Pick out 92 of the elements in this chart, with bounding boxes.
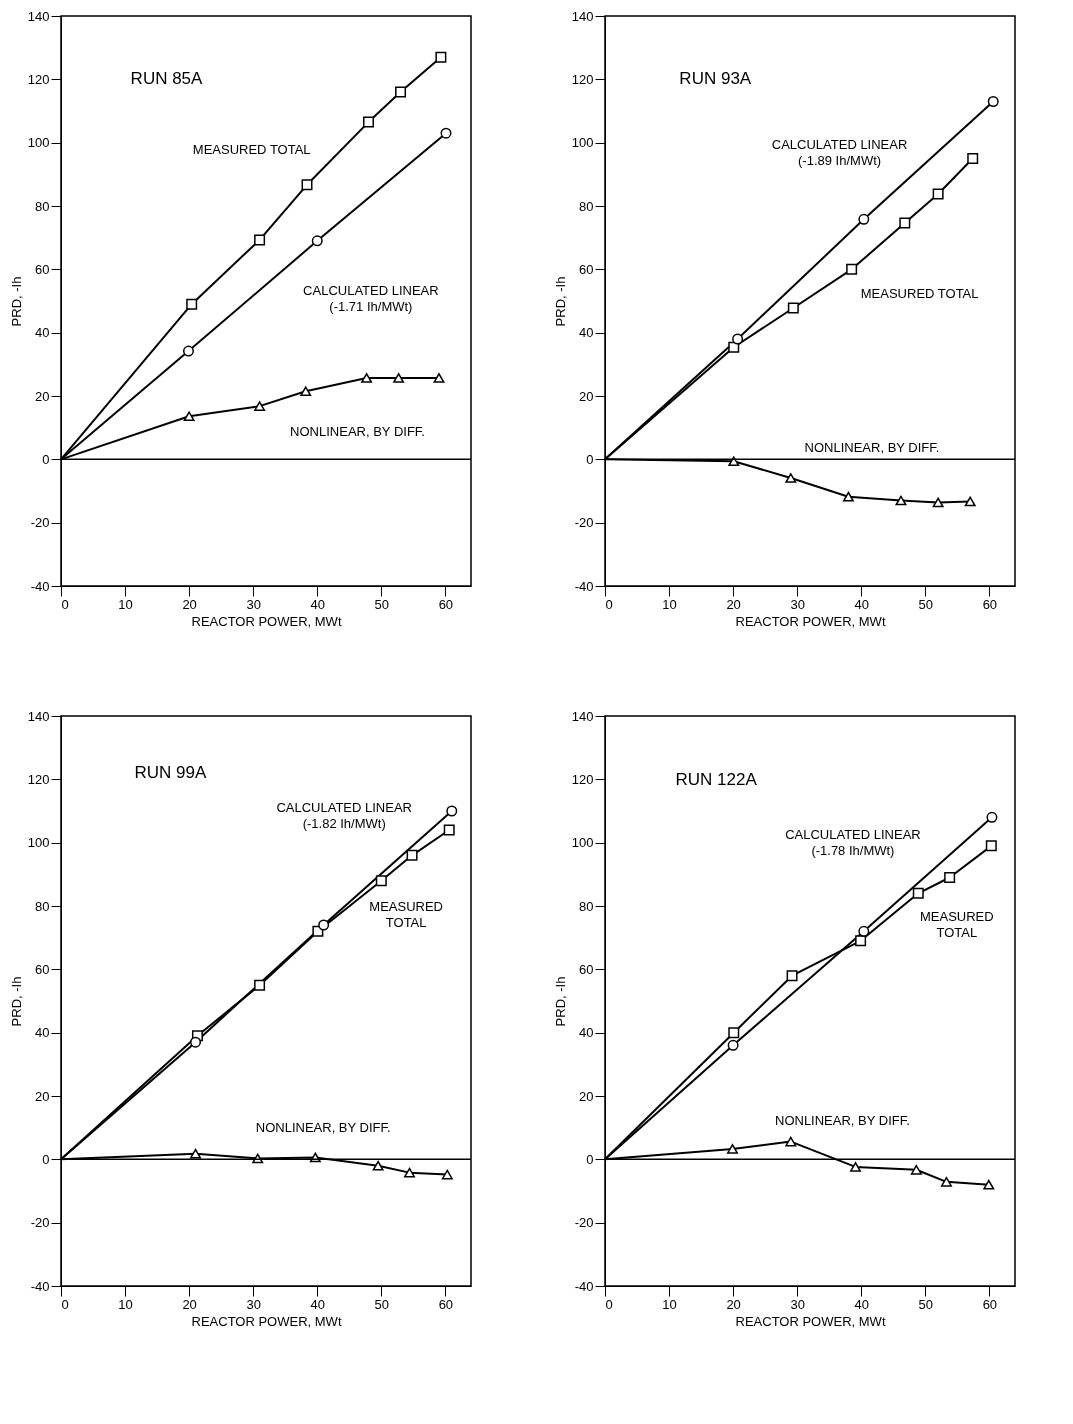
series-label: MEASURED TOTAL xyxy=(860,285,979,301)
y-tick-label: 20 xyxy=(579,1088,594,1104)
y-tick-label: 60 xyxy=(579,261,594,277)
x-tick-label: 0 xyxy=(605,1296,613,1312)
y-tick-label: 80 xyxy=(579,898,594,914)
y-tick-label: 80 xyxy=(579,198,594,214)
x-tick-label: 50 xyxy=(918,596,934,612)
x-tick-label: 20 xyxy=(726,1296,741,1312)
y-tick-label: 140 xyxy=(571,708,594,724)
y-tick-label: 100 xyxy=(27,135,50,151)
y-tick-label: 60 xyxy=(579,961,594,977)
x-tick-label: 50 xyxy=(374,596,390,612)
x-tick-label: 20 xyxy=(726,596,741,612)
y-tick-label: -40 xyxy=(30,1278,50,1294)
y-tick-label: 120 xyxy=(571,771,594,787)
x-tick-label: 0 xyxy=(61,596,69,612)
y-tick-label: 20 xyxy=(579,388,594,404)
series-label: CALCULATED LINEAR (-1.78 Ih/MWt) xyxy=(785,826,921,858)
y-tick-label: -20 xyxy=(574,515,594,531)
y-tick-label: 40 xyxy=(35,325,50,341)
x-tick-label: 30 xyxy=(790,1296,805,1312)
y-tick-label: -40 xyxy=(30,578,50,594)
series-label: CALCULATED LINEAR (-1.89 Ih/MWt) xyxy=(771,137,908,169)
x-axis-title: REACTOR POWER, MWt xyxy=(191,1313,342,1329)
x-tick-label: 30 xyxy=(246,1296,261,1312)
y-tick-label: 0 xyxy=(42,451,50,467)
y-axis-title: PRD, -Ih xyxy=(8,976,24,1027)
y-tick-label: -40 xyxy=(574,1278,594,1294)
x-tick-label: 0 xyxy=(605,596,613,612)
x-tick-label: 40 xyxy=(854,1296,869,1312)
x-tick-label: 60 xyxy=(982,596,998,612)
x-tick-label: 30 xyxy=(246,596,261,612)
x-tick-label: 10 xyxy=(662,1296,677,1312)
series-label: MEASURED TOTAL xyxy=(192,141,311,157)
y-axis-title: PRD, -Ih xyxy=(552,276,568,327)
y-tick-label: 40 xyxy=(35,1025,50,1041)
x-tick-label: 10 xyxy=(662,596,677,612)
y-tick-label: 40 xyxy=(579,325,594,341)
text: RUN 122A xyxy=(675,770,758,790)
x-tick-label: 60 xyxy=(982,1296,998,1312)
y-axis-title: PRD, -Ih xyxy=(8,276,24,327)
y-tick-label: 60 xyxy=(35,261,50,277)
y-tick-label: 80 xyxy=(35,198,50,214)
y-tick-label: 120 xyxy=(571,71,594,87)
x-tick-label: 30 xyxy=(790,596,805,612)
y-tick-label: -20 xyxy=(574,1215,594,1231)
x-tick-label: 50 xyxy=(918,1296,934,1312)
y-tick-label: 80 xyxy=(35,898,50,914)
x-tick-label: 0 xyxy=(61,1296,69,1312)
y-tick-label: 0 xyxy=(42,1151,50,1167)
x-tick-label: 10 xyxy=(118,1296,133,1312)
y-tick-label: 0 xyxy=(586,451,594,467)
x-axis-title: REACTOR POWER, MWt xyxy=(191,613,342,629)
y-tick-label: 140 xyxy=(571,8,594,24)
series-label: CALCULATED LINEAR (-1.82 Ih/MWt) xyxy=(276,800,412,832)
y-tick-label: 100 xyxy=(571,835,594,851)
series-label: NONLINEAR, BY DIFF. xyxy=(804,439,940,455)
y-tick-label: 100 xyxy=(571,135,594,151)
x-tick-label: 40 xyxy=(310,1296,325,1312)
text: NONLINEAR, BY DIFF. xyxy=(290,424,425,440)
x-axis-title: REACTOR POWER, MWt xyxy=(735,1313,886,1329)
x-tick-label: 10 xyxy=(118,596,133,612)
x-tick-label: 40 xyxy=(310,596,325,612)
y-tick-label: 20 xyxy=(35,1088,50,1104)
series-label: MEASURED TOTAL xyxy=(369,899,444,931)
text: RUN 99A xyxy=(134,763,207,783)
x-tick-label: 20 xyxy=(182,596,197,612)
y-tick-label: -40 xyxy=(574,578,594,594)
y-tick-label: 0 xyxy=(586,1151,594,1167)
x-tick-label: 20 xyxy=(182,1296,197,1312)
series-label: CALCULATED LINEAR (-1.71 Ih/MWt) xyxy=(303,283,439,315)
y-tick-label: 140 xyxy=(27,8,50,24)
y-tick-label: 120 xyxy=(27,71,50,87)
y-tick-label: -20 xyxy=(30,515,50,531)
series-label: NONLINEAR, BY DIFF. xyxy=(775,1113,910,1129)
y-tick-label: -20 xyxy=(30,1215,50,1231)
x-tick-label: 40 xyxy=(854,596,869,612)
x-axis-title: REACTOR POWER, MWt xyxy=(735,613,886,629)
x-tick-label: 60 xyxy=(438,596,454,612)
y-tick-label: 140 xyxy=(27,708,50,724)
text: RUN 93A xyxy=(679,69,752,89)
y-tick-label: 100 xyxy=(27,835,50,851)
series-label: NONLINEAR, BY DIFF. xyxy=(255,1119,391,1135)
y-tick-label: 20 xyxy=(35,388,50,404)
y-tick-label: 60 xyxy=(35,961,50,977)
y-axis-title: PRD, -Ih xyxy=(552,976,568,1027)
series-label: MEASURED TOTAL xyxy=(919,908,994,940)
text: RUN 85A xyxy=(130,69,204,89)
x-tick-label: 50 xyxy=(374,1296,390,1312)
y-tick-label: 120 xyxy=(27,771,50,787)
x-tick-label: 60 xyxy=(438,1296,454,1312)
y-tick-label: 40 xyxy=(579,1025,594,1041)
